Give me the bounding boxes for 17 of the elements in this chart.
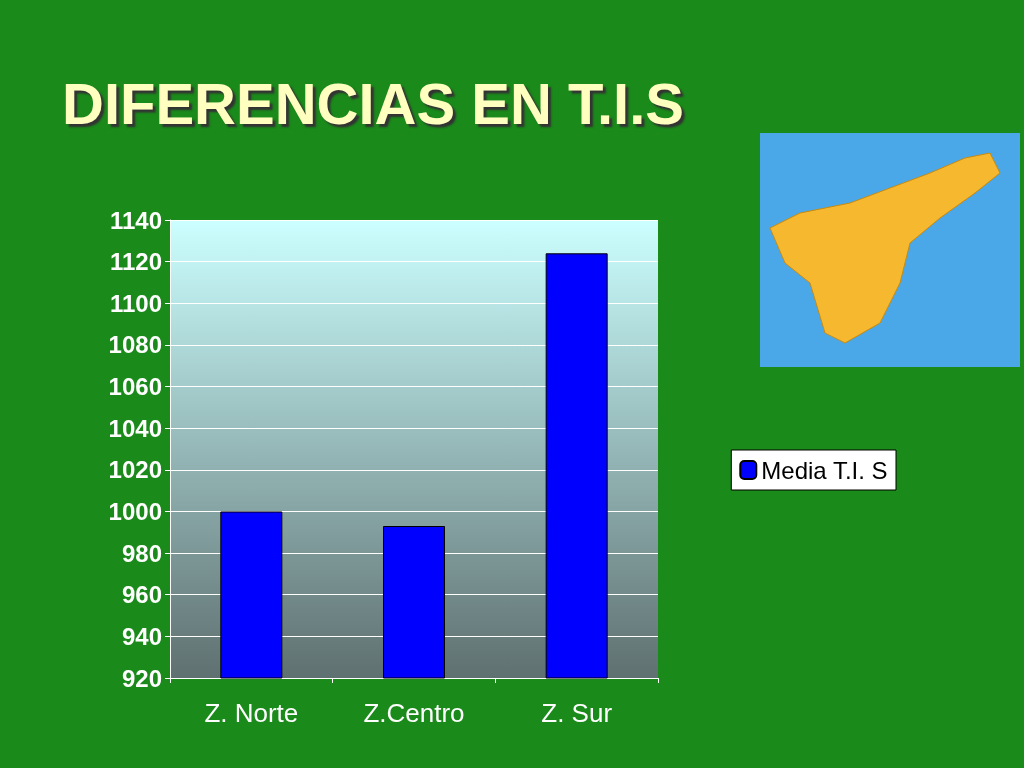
y-tick-label: 940 bbox=[121, 622, 162, 650]
y-tick-label: 1000 bbox=[108, 497, 162, 525]
y-tick-label: 960 bbox=[121, 581, 162, 609]
y-tick-label: 1140 bbox=[109, 206, 162, 234]
x-tick-label: Z. Sur bbox=[541, 698, 613, 728]
y-tick-label: 1100 bbox=[109, 289, 162, 317]
y-tick-label: 1120 bbox=[109, 248, 162, 276]
x-tick-label: Z. Norte bbox=[204, 698, 299, 728]
legend-label: Media T.I. S bbox=[761, 456, 888, 484]
y-tick-label: 920 bbox=[121, 664, 162, 692]
y-tick-label: 1060 bbox=[108, 373, 162, 401]
y-tick-label: 1040 bbox=[108, 414, 162, 442]
y-tick-label: 1020 bbox=[108, 456, 162, 484]
chart-title: DIFERENCIAS EN T.I.S bbox=[62, 70, 684, 137]
x-tick-label: Z.Centro bbox=[363, 698, 465, 728]
y-tick-label: 980 bbox=[121, 539, 162, 567]
y-tick-label: 1080 bbox=[108, 331, 162, 359]
